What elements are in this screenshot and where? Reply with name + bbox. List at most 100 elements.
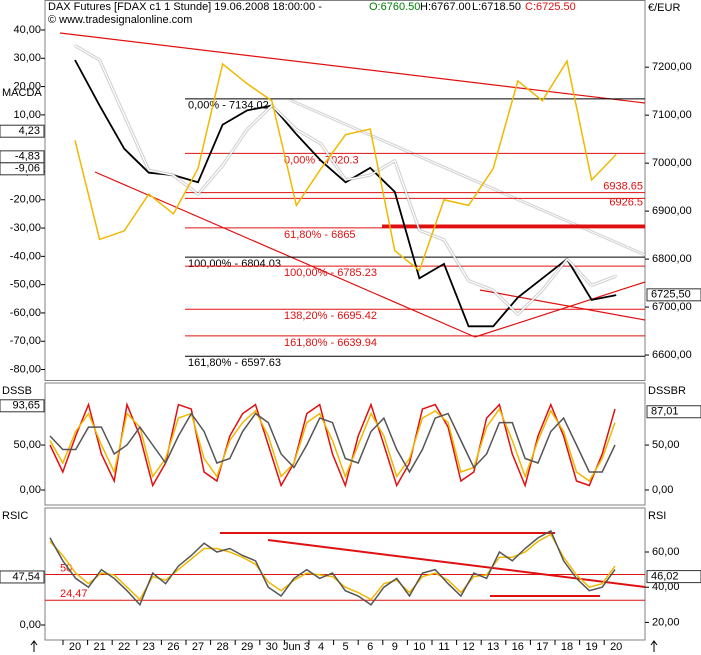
value-tag-label: 6725,50 [651,289,691,301]
y-tick-label: 6900,00 [652,205,692,217]
x-tick-label: 16 [512,641,524,653]
trend-lines [59,32,646,597]
value-tag-label: 93,65 [12,400,40,412]
y-tick-label: 0,00 [652,484,673,496]
open-price: O:6760.50 [369,1,420,13]
trend-line [289,99,646,256]
y-tick-label: 6600,00 [652,349,692,361]
x-tick-label: 13 [487,641,499,653]
trend-line [479,289,646,321]
low-price: L:6718.50 [472,1,521,13]
value-tag [646,288,701,302]
right-axis-label: RSI [648,510,666,522]
series-line [49,401,616,488]
y-tick-label: 6800,00 [652,253,692,265]
close-price: C:6725.50 [525,1,576,13]
value-tag [0,124,45,138]
value-tag [0,162,45,176]
value-tag [0,399,45,413]
series-line [74,59,617,328]
x-tick-label: 21 [93,641,105,653]
fib-label: 138,20% - 6695.42 [284,310,377,322]
y2-tick-label: 30,00 [13,52,41,64]
x-tick-label: 9 [392,641,398,653]
value-tag-label: -4,83 [15,151,40,163]
x-tick-label: 18 [561,641,573,653]
x-tick-label: 12 [462,641,474,653]
value-tag [0,570,45,584]
fib-label: 100,00% - 6804.03 [188,258,281,270]
level-label: 24,47 [60,588,88,600]
x-tick-label: 20 [610,641,622,653]
series-line [74,44,617,316]
y-tick-label: 7100,00 [652,109,692,121]
y2-tick-label: -40,00 [10,250,41,262]
high-price: H:6767.00 [420,1,471,13]
x-tick-label: 11 [438,641,449,653]
x-tick-label: 4 [318,641,324,653]
left-axis-label: DSSB [2,385,32,397]
y2-tick-label: 0,00 [20,484,41,496]
x-tick-label: 28 [216,641,228,653]
main-frame [44,0,646,381]
series-line [49,412,616,474]
y2-tick-label: -50,00 [10,279,41,291]
x-tick-label: 26 [167,641,179,653]
series-line [49,533,616,601]
price-line-label: 6926.5 [609,196,643,208]
y-tick-label: 6700,00 [652,301,692,313]
value-tag [646,570,701,584]
x-tick-label: 23 [143,641,155,653]
value-tag-label: 47,54 [12,571,40,583]
left-axis-label: MACDA [2,87,42,99]
y2-tick-label: -20,00 [10,194,41,206]
y2-tick-label: 40,00 [13,24,41,36]
fib-label: 161,80% - 6597.63 [188,357,281,369]
x-tick-label: 17 [536,641,548,653]
x-tick-label: 10 [413,641,425,653]
y-tick-label: 7200,00 [652,61,692,73]
y2-tick-label: -30,00 [10,222,41,234]
series-line [74,59,617,272]
y-tick-label: 40,00 [652,581,680,593]
value-tag-label: 87,01 [651,406,679,418]
x-tick-label: 5 [343,641,349,653]
right-axis-label: DSSBR [648,385,686,397]
price-line-label: 6938.65 [603,180,643,192]
y-tick-label: 60,00 [652,546,680,558]
fib-label: 0,00% - 7134.02 [188,100,269,112]
fib-label: 161,80% - 6639.94 [284,337,377,349]
x-tick-label: 30 [266,641,278,653]
x-tick-label: Jun 3 [283,641,310,653]
x-tick-label: 19 [585,641,597,653]
left-axis-label: RSIC [2,510,28,522]
fib-label: 61,80% - 6865 [284,229,356,241]
y2-tick-label: 10,00 [13,109,41,121]
value-tag-label: 46,02 [651,571,679,583]
right-axis-label: €/EUR [648,2,680,14]
x-tick-label: 20 [69,641,81,653]
chart-title: DAX Futures [FDAX c1 1 Stunde] 19.06.200… [48,1,322,13]
y2-tick-label: -80,00 [10,363,41,375]
source: © www.tradesignalonline.com [48,14,192,26]
y2-tick-label: 20,00 [13,80,41,92]
series-line [49,407,616,483]
value-tag [646,405,701,419]
dssb-frame [44,382,646,506]
y-tick-label: 7000,00 [652,157,692,169]
series-line [49,529,616,607]
fib-label: 100,00% - 6785.23 [284,267,377,279]
y-tick-label: 20,00 [652,616,680,628]
value-tag-label: -9,06 [15,163,40,175]
x-tick-label: 22 [118,641,130,653]
y2-tick-label: 50,00 [13,439,41,451]
value-tag-label: 4,23 [19,125,40,137]
header: DAX Futures [FDAX c1 1 Stunde] 19.06.200… [48,1,576,26]
x-tick-label: 27 [192,641,204,653]
y2-tick-label: -70,00 [10,335,41,347]
x-tick-label: 6 [367,641,373,653]
x-tick-label: 29 [241,641,253,653]
y-tick-label: 50,00 [652,439,680,451]
